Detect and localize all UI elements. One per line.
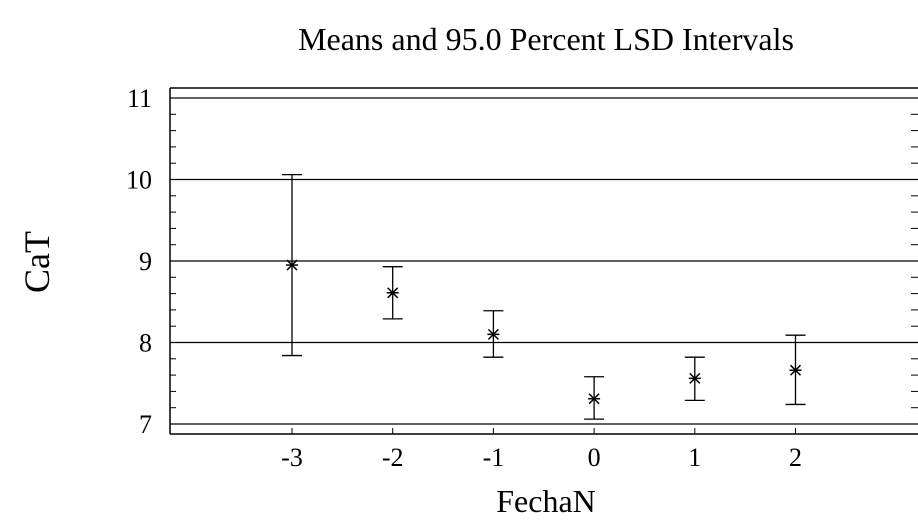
y-tick-label: 11 bbox=[127, 84, 152, 113]
y-tick-label: 10 bbox=[126, 166, 152, 195]
y-tick-label: 8 bbox=[139, 329, 152, 358]
x-tick-label: -3 bbox=[281, 443, 303, 472]
y-tick-label: 7 bbox=[139, 410, 152, 439]
mean-marker bbox=[688, 372, 701, 384]
y-axis-label: CaT bbox=[17, 231, 57, 293]
mean-marker bbox=[286, 259, 298, 271]
mean-marker bbox=[487, 328, 500, 340]
mean-marker bbox=[789, 364, 802, 376]
x-tick-label: -2 bbox=[382, 443, 404, 472]
x-axis-label: FechaN bbox=[496, 483, 596, 519]
plot-area: 7 8 9 10 11 -3 -2 -1 0 1 2 bbox=[126, 84, 918, 472]
y-tick-label: 9 bbox=[139, 247, 152, 276]
x-tick-label: 2 bbox=[789, 443, 802, 472]
x-tick-label: -1 bbox=[483, 443, 505, 472]
x-tick-label: 1 bbox=[688, 443, 701, 472]
mean-marker bbox=[588, 393, 601, 405]
chart-title: Means and 95.0 Percent LSD Intervals bbox=[298, 21, 794, 57]
mean-marker bbox=[386, 287, 399, 299]
x-tick-label: 0 bbox=[588, 443, 601, 472]
